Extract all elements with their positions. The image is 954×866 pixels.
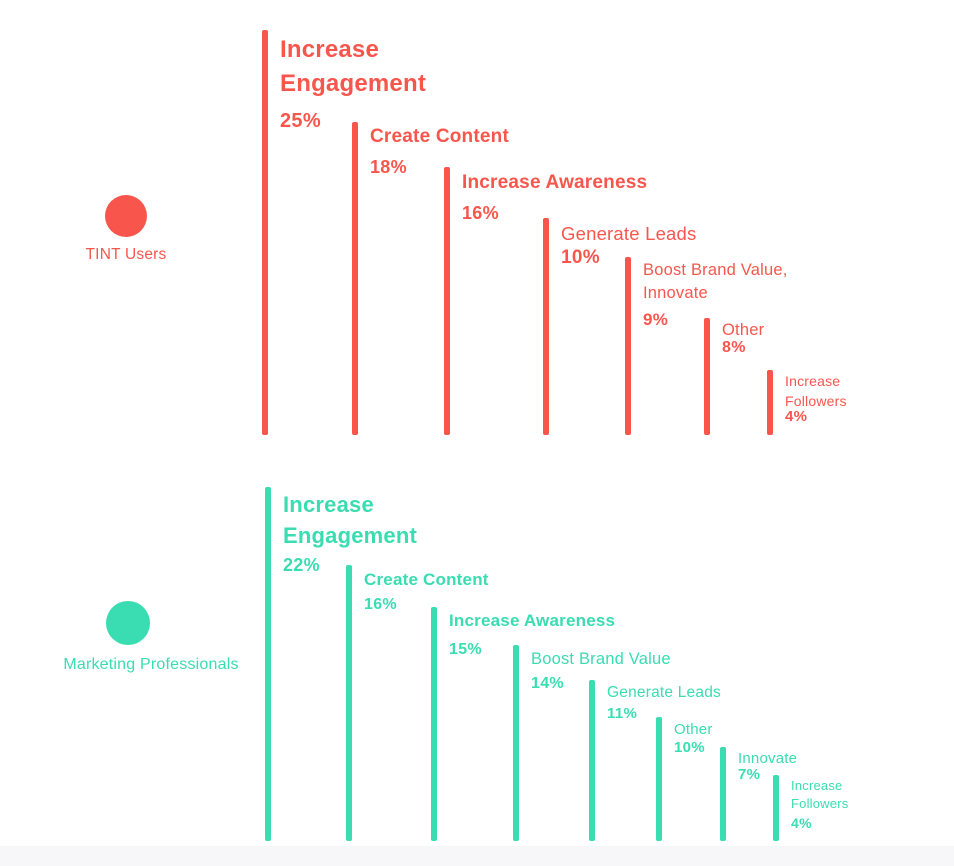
bar-label: Boost Brand Value — [531, 650, 671, 668]
marketing-professionals-dot — [106, 601, 150, 645]
bar — [265, 487, 271, 841]
bar-percent: 4% — [785, 408, 808, 425]
bar — [262, 30, 268, 435]
bar-percent: 16% — [462, 203, 499, 223]
bar-label: Increase Engagement — [283, 492, 418, 549]
bar — [656, 717, 662, 841]
bar-percent: 9% — [643, 310, 669, 329]
bar — [720, 747, 726, 841]
bar-percent: 4% — [791, 815, 812, 831]
bar-label: Increase Followers — [791, 778, 849, 812]
footer-strip — [0, 846, 954, 866]
bar-percent: 10% — [674, 739, 705, 756]
bar — [589, 680, 595, 841]
bar — [704, 318, 710, 435]
bar — [543, 218, 549, 435]
bar-percent: 16% — [364, 596, 397, 613]
bar-label: Generate Leads — [561, 223, 697, 244]
bar-percent: 11% — [607, 705, 638, 722]
bar — [444, 167, 450, 435]
bar-label: Increase Awareness — [462, 172, 648, 193]
bar — [352, 122, 358, 435]
bar-percent: 22% — [283, 555, 320, 575]
bar-label: Innovate — [738, 750, 798, 767]
bar-percent: 8% — [722, 339, 746, 356]
tint-users-label: TINT Users — [85, 246, 167, 263]
bar-percent: 15% — [449, 641, 482, 658]
bar-percent: 7% — [738, 766, 761, 783]
bar-label: Increase Awareness — [449, 611, 616, 630]
bar — [431, 607, 437, 841]
marketing-professionals-label: Marketing Professionals — [63, 656, 239, 673]
bar-label: Create Content — [364, 570, 489, 589]
bar-label: Create Content — [370, 126, 509, 147]
bar — [625, 257, 631, 435]
bar-label: Increase Engagement — [280, 36, 427, 98]
bar-percent: 18% — [370, 157, 407, 177]
bar-label: Other — [722, 321, 765, 339]
bar-label: Other — [674, 721, 713, 738]
bar — [513, 645, 519, 841]
bar-label: Increase Followers — [785, 373, 847, 409]
bar-percent: 10% — [561, 247, 600, 268]
tint-users-dot — [105, 195, 147, 237]
bar-label: Boost Brand Value, Innovate — [643, 261, 788, 303]
bar — [767, 370, 773, 435]
bar — [773, 775, 779, 841]
bar-label: Generate Leads — [607, 684, 721, 701]
bar-percent: 25% — [280, 110, 321, 132]
bar — [346, 565, 352, 841]
bar-percent: 14% — [531, 675, 564, 692]
